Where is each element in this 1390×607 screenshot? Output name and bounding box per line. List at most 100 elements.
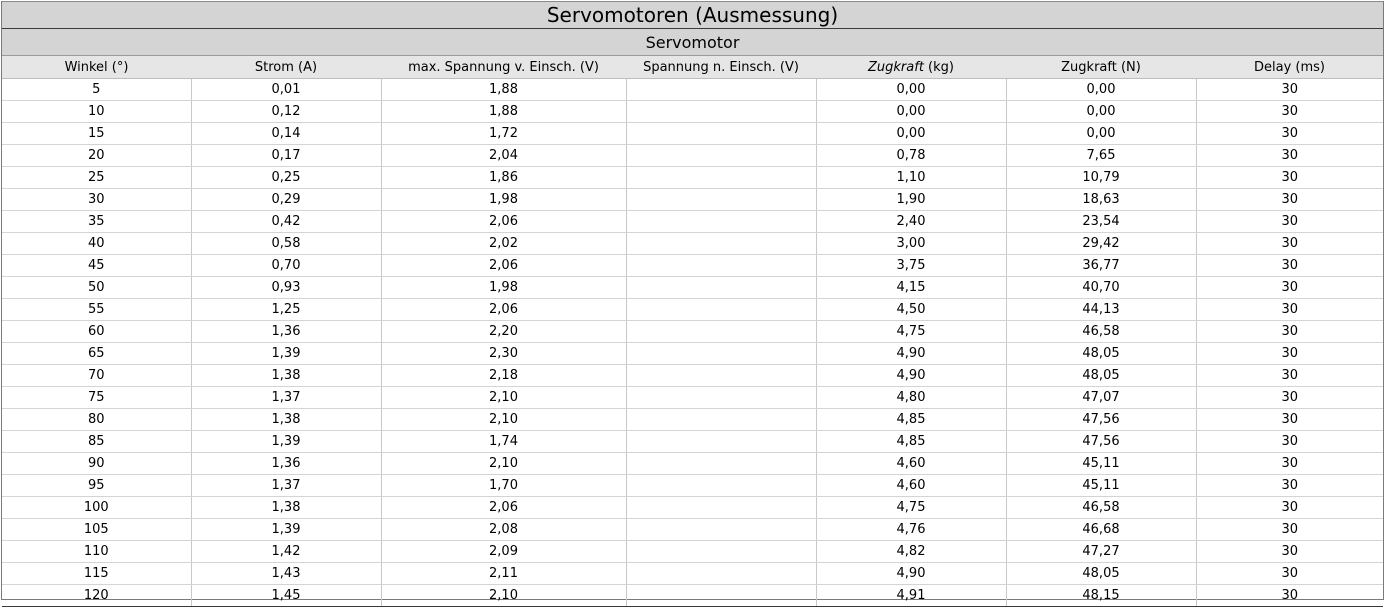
cell-zugkraft-kg[interactable]: 3,75: [816, 254, 1007, 277]
cell-spannung-nach[interactable]: [626, 562, 817, 585]
cell-max-spannung[interactable]: 2,20: [381, 320, 627, 343]
cell-zugkraft-n[interactable]: 40,70: [1006, 276, 1197, 299]
cell-spannung-nach[interactable]: [626, 188, 817, 211]
cell-winkel[interactable]: 60: [2, 320, 192, 343]
cell-spannung-nach[interactable]: [626, 540, 817, 563]
cell-delay[interactable]: 30: [1196, 584, 1383, 607]
cell-max-spannung[interactable]: 1,98: [381, 276, 627, 299]
cell-delay[interactable]: 30: [1196, 386, 1383, 409]
cell-spannung-nach[interactable]: [626, 496, 817, 519]
cell-max-spannung[interactable]: 1,98: [381, 188, 627, 211]
cell-strom[interactable]: 1,39: [191, 430, 382, 453]
cell-spannung-nach[interactable]: [626, 320, 817, 343]
cell-zugkraft-n[interactable]: 23,54: [1006, 210, 1197, 233]
cell-zugkraft-kg[interactable]: 4,60: [816, 452, 1007, 475]
cell-zugkraft-kg[interactable]: 3,00: [816, 232, 1007, 255]
cell-max-spannung[interactable]: 2,10: [381, 452, 627, 475]
cell-zugkraft-n[interactable]: 47,27: [1006, 540, 1197, 563]
cell-max-spannung[interactable]: 2,04: [381, 144, 627, 167]
cell-max-spannung[interactable]: 1,88: [381, 100, 627, 123]
cell-spannung-nach[interactable]: [626, 430, 817, 453]
cell-zugkraft-n[interactable]: 47,07: [1006, 386, 1197, 409]
cell-zugkraft-kg[interactable]: 1,90: [816, 188, 1007, 211]
cell-delay[interactable]: 30: [1196, 452, 1383, 475]
cell-strom[interactable]: 1,38: [191, 496, 382, 519]
cell-delay[interactable]: 30: [1196, 430, 1383, 453]
cell-zugkraft-kg[interactable]: 0,78: [816, 144, 1007, 167]
cell-zugkraft-n[interactable]: 46,58: [1006, 320, 1197, 343]
cell-delay[interactable]: 30: [1196, 122, 1383, 145]
cell-delay[interactable]: 30: [1196, 276, 1383, 299]
cell-zugkraft-n[interactable]: 45,11: [1006, 452, 1197, 475]
cell-zugkraft-kg[interactable]: 4,85: [816, 430, 1007, 453]
cell-strom[interactable]: 0,93: [191, 276, 382, 299]
cell-winkel[interactable]: 85: [2, 430, 192, 453]
cell-strom[interactable]: 1,38: [191, 364, 382, 387]
cell-delay[interactable]: 30: [1196, 540, 1383, 563]
cell-zugkraft-kg[interactable]: 4,75: [816, 496, 1007, 519]
cell-delay[interactable]: 30: [1196, 518, 1383, 541]
cell-spannung-nach[interactable]: [626, 518, 817, 541]
cell-max-spannung[interactable]: 1,74: [381, 430, 627, 453]
cell-winkel[interactable]: 35: [2, 210, 192, 233]
cell-zugkraft-kg[interactable]: 4,85: [816, 408, 1007, 431]
cell-zugkraft-n[interactable]: 0,00: [1006, 122, 1197, 145]
cell-winkel[interactable]: 10: [2, 100, 192, 123]
cell-strom[interactable]: 1,42: [191, 540, 382, 563]
cell-strom[interactable]: 1,37: [191, 386, 382, 409]
cell-zugkraft-n[interactable]: 46,58: [1006, 496, 1197, 519]
cell-spannung-nach[interactable]: [626, 232, 817, 255]
cell-zugkraft-n[interactable]: 45,11: [1006, 474, 1197, 497]
cell-zugkraft-n[interactable]: 48,05: [1006, 364, 1197, 387]
cell-zugkraft-n[interactable]: 48,05: [1006, 342, 1197, 365]
cell-delay[interactable]: 30: [1196, 100, 1383, 123]
cell-max-spannung[interactable]: 1,86: [381, 166, 627, 189]
cell-winkel[interactable]: 120: [2, 584, 192, 607]
cell-winkel[interactable]: 65: [2, 342, 192, 365]
cell-spannung-nach[interactable]: [626, 144, 817, 167]
cell-strom[interactable]: 0,17: [191, 144, 382, 167]
cell-delay[interactable]: 30: [1196, 408, 1383, 431]
cell-spannung-nach[interactable]: [626, 254, 817, 277]
cell-zugkraft-kg[interactable]: 4,80: [816, 386, 1007, 409]
cell-strom[interactable]: 0,25: [191, 166, 382, 189]
cell-max-spannung[interactable]: 2,06: [381, 254, 627, 277]
cell-max-spannung[interactable]: 2,06: [381, 496, 627, 519]
cell-spannung-nach[interactable]: [626, 386, 817, 409]
cell-zugkraft-kg[interactable]: 4,60: [816, 474, 1007, 497]
cell-zugkraft-n[interactable]: 7,65: [1006, 144, 1197, 167]
cell-spannung-nach[interactable]: [626, 584, 817, 607]
cell-winkel[interactable]: 25: [2, 166, 192, 189]
cell-zugkraft-kg[interactable]: 1,10: [816, 166, 1007, 189]
cell-strom[interactable]: 1,38: [191, 408, 382, 431]
cell-delay[interactable]: 30: [1196, 188, 1383, 211]
cell-strom[interactable]: 0,42: [191, 210, 382, 233]
cell-zugkraft-kg[interactable]: 2,40: [816, 210, 1007, 233]
cell-max-spannung[interactable]: 1,88: [381, 78, 627, 101]
cell-zugkraft-n[interactable]: 29,42: [1006, 232, 1197, 255]
cell-max-spannung[interactable]: 2,06: [381, 210, 627, 233]
cell-winkel[interactable]: 20: [2, 144, 192, 167]
cell-winkel[interactable]: 30: [2, 188, 192, 211]
cell-max-spannung[interactable]: 2,10: [381, 386, 627, 409]
cell-winkel[interactable]: 115: [2, 562, 192, 585]
cell-strom[interactable]: 1,37: [191, 474, 382, 497]
cell-winkel[interactable]: 45: [2, 254, 192, 277]
cell-max-spannung[interactable]: 2,30: [381, 342, 627, 365]
cell-winkel[interactable]: 90: [2, 452, 192, 475]
cell-winkel[interactable]: 70: [2, 364, 192, 387]
cell-delay[interactable]: 30: [1196, 166, 1383, 189]
cell-winkel[interactable]: 55: [2, 298, 192, 321]
cell-delay[interactable]: 30: [1196, 562, 1383, 585]
cell-delay[interactable]: 30: [1196, 298, 1383, 321]
cell-winkel[interactable]: 15: [2, 122, 192, 145]
cell-delay[interactable]: 30: [1196, 342, 1383, 365]
cell-winkel[interactable]: 100: [2, 496, 192, 519]
cell-max-spannung[interactable]: 2,09: [381, 540, 627, 563]
cell-zugkraft-n[interactable]: 48,05: [1006, 562, 1197, 585]
cell-spannung-nach[interactable]: [626, 100, 817, 123]
cell-winkel[interactable]: 110: [2, 540, 192, 563]
cell-delay[interactable]: 30: [1196, 144, 1383, 167]
cell-delay[interactable]: 30: [1196, 364, 1383, 387]
cell-zugkraft-kg[interactable]: 0,00: [816, 78, 1007, 101]
